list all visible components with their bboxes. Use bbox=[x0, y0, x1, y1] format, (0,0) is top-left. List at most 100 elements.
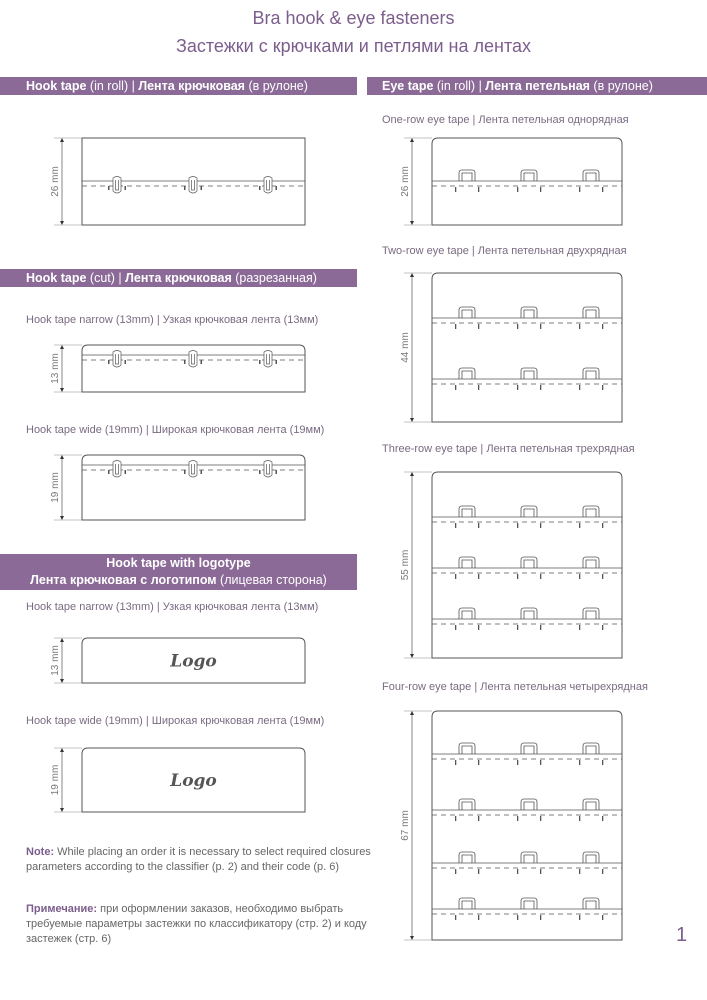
arrow-up-icon bbox=[410, 273, 414, 277]
eye-leg bbox=[455, 385, 457, 390]
hook-icon bbox=[112, 350, 122, 368]
eye-leg bbox=[579, 187, 581, 192]
eye-leg bbox=[478, 869, 480, 874]
eye-loop-icon bbox=[582, 367, 600, 379]
eye-leg bbox=[540, 574, 542, 579]
hook-leg bbox=[124, 470, 126, 474]
eye-leg bbox=[579, 385, 581, 390]
tape-outline bbox=[81, 637, 306, 684]
hook-leg bbox=[108, 186, 110, 190]
hook-icon bbox=[112, 460, 122, 478]
tape-outline bbox=[81, 747, 306, 813]
eye-leg bbox=[602, 385, 604, 390]
eye-leg bbox=[602, 625, 604, 630]
eye-loop-icon bbox=[582, 607, 600, 619]
arrow-down-icon bbox=[410, 936, 414, 940]
eye-leg bbox=[478, 760, 480, 765]
eye-loop-icon bbox=[458, 306, 476, 318]
arrow-down-icon bbox=[60, 808, 64, 812]
arrow-up-icon bbox=[410, 472, 414, 476]
dimension-label: 55 mm bbox=[400, 550, 411, 581]
eye-loop-icon bbox=[520, 169, 538, 181]
tape-outline bbox=[81, 454, 306, 521]
hook-leg bbox=[108, 360, 110, 364]
eye-leg bbox=[517, 523, 519, 528]
eye-leg bbox=[540, 324, 542, 329]
eye-leg bbox=[455, 523, 457, 528]
page-number: 1 bbox=[676, 924, 688, 946]
eye-loop-icon bbox=[458, 169, 476, 181]
arrow-up-icon bbox=[60, 138, 64, 142]
eye-leg bbox=[579, 574, 581, 579]
eye-loop-icon bbox=[582, 851, 600, 863]
eye-loop-icon bbox=[582, 742, 600, 754]
eye-leg bbox=[455, 625, 457, 630]
logo-text: Logo bbox=[169, 652, 217, 672]
eye-loop-icon bbox=[458, 742, 476, 754]
eye-loop-icon bbox=[458, 798, 476, 810]
eye-leg bbox=[602, 869, 604, 874]
eye-leg bbox=[517, 574, 519, 579]
eye-loop-icon bbox=[582, 169, 600, 181]
hook-icon bbox=[188, 460, 198, 478]
hook-leg bbox=[259, 360, 261, 364]
eye-leg bbox=[478, 523, 480, 528]
eye-leg bbox=[517, 385, 519, 390]
eye-leg bbox=[540, 385, 542, 390]
dimension-label: 19 mm bbox=[50, 765, 61, 796]
eye-leg bbox=[540, 816, 542, 821]
hook-leg bbox=[275, 186, 277, 190]
eye-loop-icon bbox=[582, 505, 600, 517]
eye-loop-icon bbox=[520, 851, 538, 863]
arrow-up-icon bbox=[60, 345, 64, 349]
dimension-label: 13 mm bbox=[50, 645, 61, 676]
eye-leg bbox=[540, 625, 542, 630]
eye-loop-icon bbox=[520, 798, 538, 810]
caption-hook-narrow: Hook tape narrow (13mm) | Узкая крючкова… bbox=[26, 314, 319, 326]
eye-leg bbox=[478, 915, 480, 920]
hook-icon bbox=[188, 350, 198, 368]
tape-outline bbox=[431, 137, 623, 226]
hook-leg bbox=[259, 470, 261, 474]
tape-outline bbox=[81, 344, 306, 393]
caption-logo-wide: Hook tape wide (19mm) | Широкая крючкова… bbox=[26, 715, 325, 727]
eye-leg bbox=[517, 625, 519, 630]
hook-leg bbox=[184, 360, 186, 364]
eye-leg bbox=[478, 324, 480, 329]
title-en: Bra hook & eye fasteners bbox=[252, 8, 455, 28]
hook-leg bbox=[200, 186, 202, 190]
hook-leg bbox=[124, 360, 126, 364]
eye-loop-icon bbox=[458, 367, 476, 379]
hook-leg bbox=[200, 470, 202, 474]
hook-icon bbox=[263, 176, 273, 194]
eye-leg bbox=[455, 915, 457, 920]
title-ru: Застежки с крючками и петлями на лентах bbox=[176, 36, 531, 56]
eye-loop-icon bbox=[582, 306, 600, 318]
dimension-label: 44 mm bbox=[400, 332, 411, 363]
eye-leg bbox=[517, 760, 519, 765]
eye-loop-icon bbox=[520, 306, 538, 318]
eye-leg bbox=[579, 625, 581, 630]
logo-text: Logo bbox=[169, 771, 217, 791]
hook-icon bbox=[263, 460, 273, 478]
eye-leg bbox=[455, 816, 457, 821]
eye-loop-icon bbox=[458, 556, 476, 568]
eye-leg bbox=[517, 915, 519, 920]
caption-logo-narrow: Hook tape narrow (13mm) | Узкая крючкова… bbox=[26, 601, 319, 613]
eye-loop-icon bbox=[520, 367, 538, 379]
arrow-down-icon bbox=[410, 221, 414, 225]
eye-loop-icon bbox=[458, 851, 476, 863]
eye-leg bbox=[478, 625, 480, 630]
caption-hook-wide: Hook tape wide (19mm) | Широкая крючкова… bbox=[26, 424, 325, 436]
arrow-down-icon bbox=[410, 654, 414, 658]
dimension-label: 26 mm bbox=[50, 166, 61, 197]
banner-hook-roll: Hook tape (in roll) | Лента крючковая (в… bbox=[0, 77, 357, 95]
eye-leg bbox=[517, 816, 519, 821]
eye-leg bbox=[602, 574, 604, 579]
